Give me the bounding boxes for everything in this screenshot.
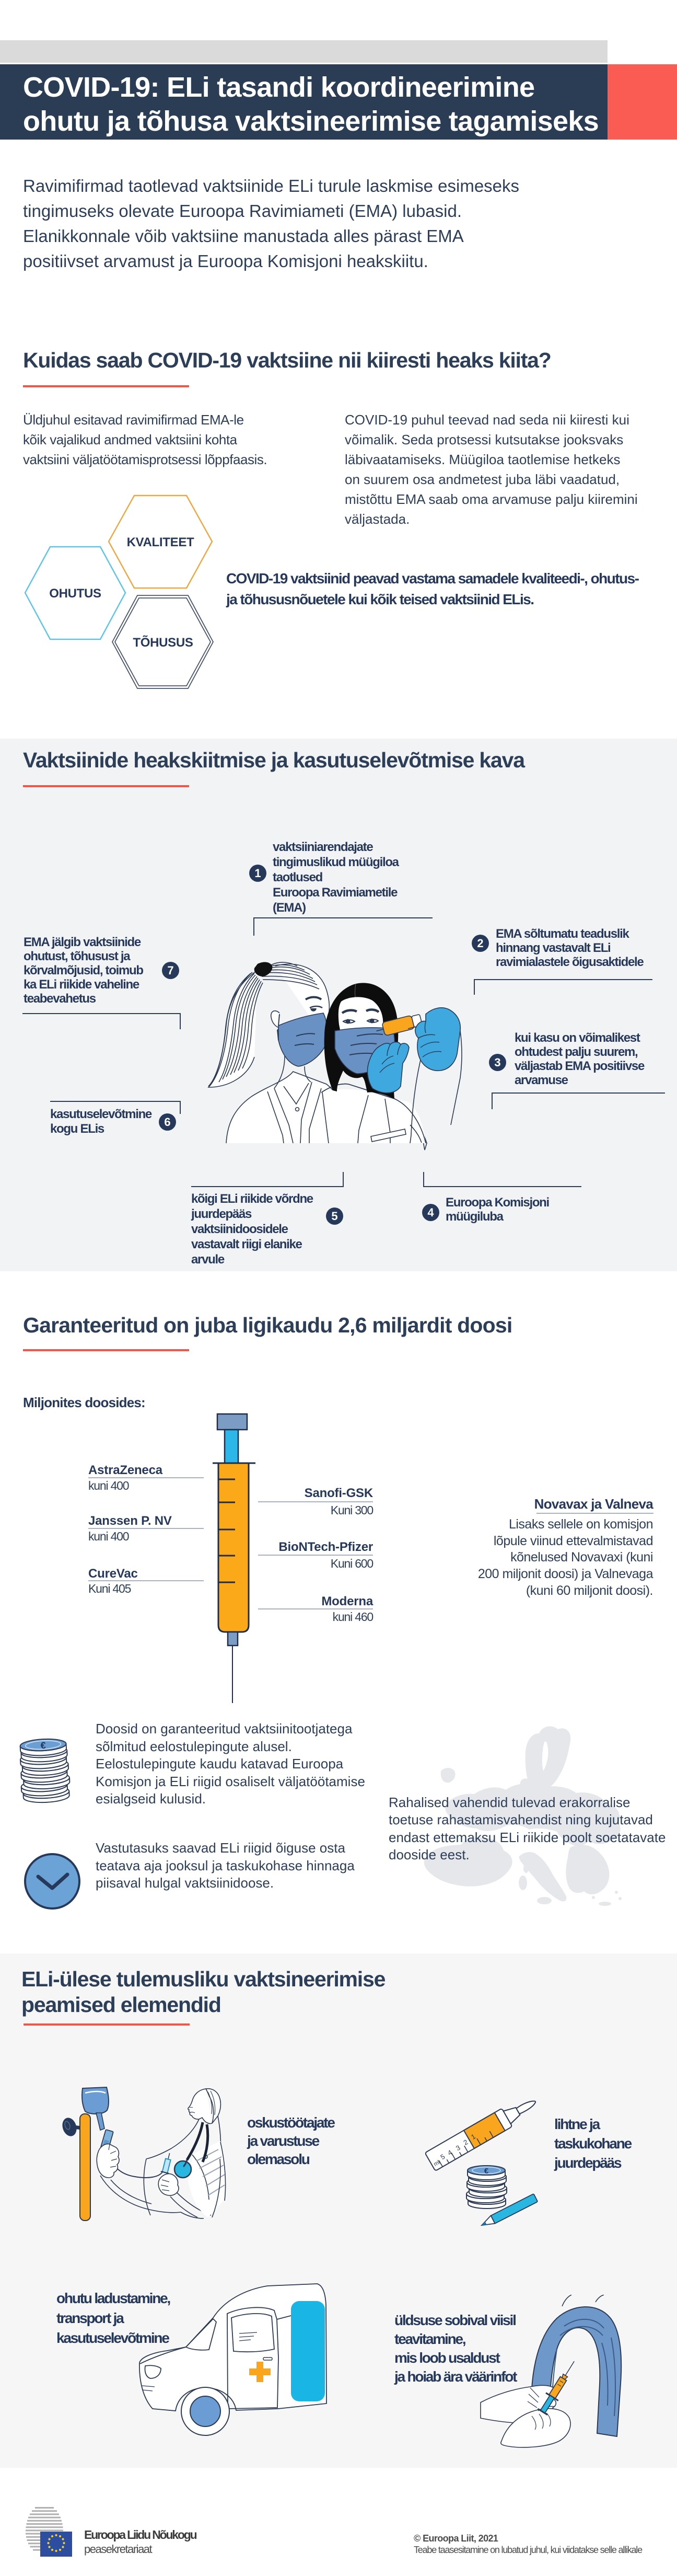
svg-text:TÕHUSUS: TÕHUSUS (133, 635, 193, 650)
svg-text:€: € (484, 2167, 489, 2176)
svg-text:OHUTUS: OHUTUS (49, 586, 101, 601)
svg-text:KVALITEET: KVALITEET (127, 535, 194, 549)
svg-text:ml: ml (433, 2159, 441, 2168)
svg-text:€: € (40, 1740, 46, 1751)
